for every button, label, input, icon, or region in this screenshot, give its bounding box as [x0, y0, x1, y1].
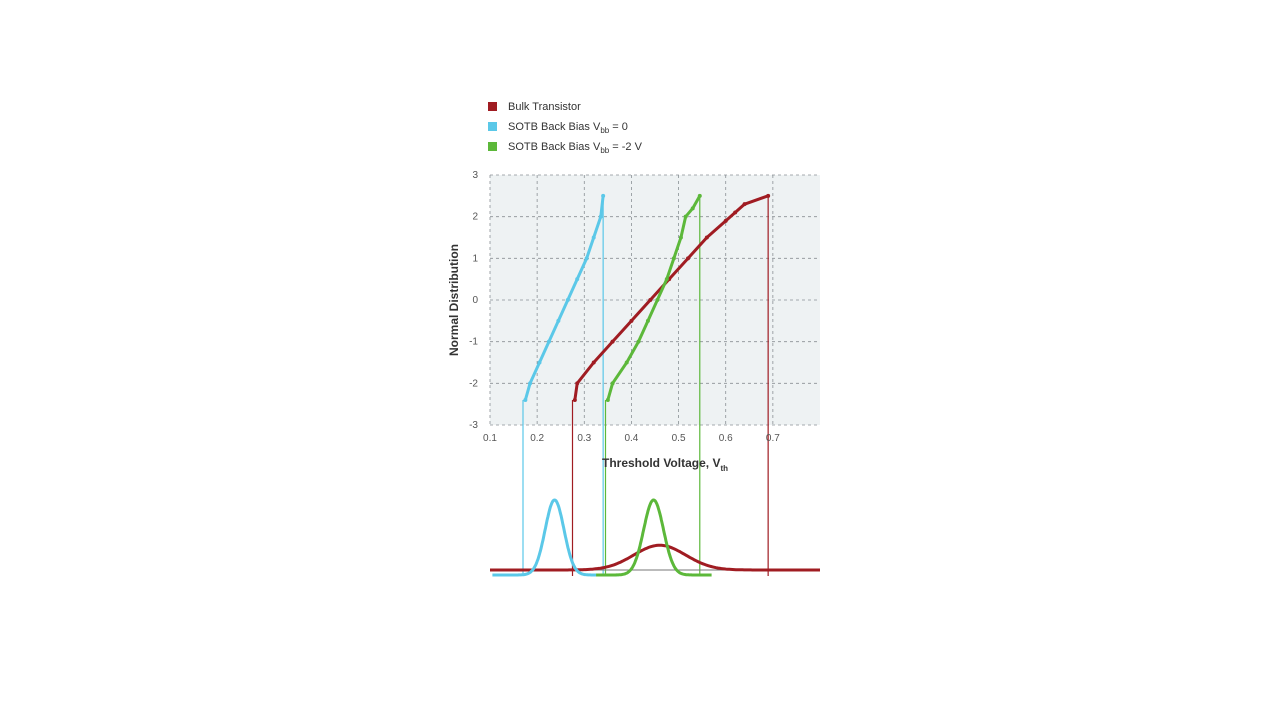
grid-lines: [489, 174, 820, 426]
x-tick-label: 0.2: [530, 433, 544, 444]
data-point: [575, 277, 580, 282]
data-point: [664, 277, 669, 282]
data-point: [591, 235, 596, 240]
y-tick-label: 3: [472, 170, 478, 181]
x-tick-label: 0.6: [719, 433, 733, 444]
data-point: [537, 360, 542, 365]
data-point: [655, 298, 660, 302]
data-point: [584, 256, 589, 261]
data-point: [624, 360, 629, 365]
data-point: [690, 206, 695, 211]
data-point: [683, 214, 688, 219]
data-point: [636, 339, 641, 344]
density-curves: [490, 498, 820, 577]
data-point: [648, 298, 653, 302]
x-axis-title-main: Threshold Voltage, V: [602, 456, 720, 470]
legend-swatch: [488, 102, 497, 111]
density-curve: [596, 498, 712, 577]
x-axis-title: Threshold Voltage, Vth: [602, 456, 728, 473]
data-point: [523, 398, 528, 402]
range-marker-lines: [522, 195, 769, 576]
data-point: [610, 339, 615, 344]
data-point: [528, 381, 533, 386]
x-axis-title-subscript: th: [720, 464, 728, 473]
data-point: [645, 318, 650, 323]
legend-swatch: [488, 122, 497, 131]
data-point: [572, 398, 577, 402]
y-tick-label: -1: [469, 337, 478, 348]
data-point: [605, 398, 610, 402]
data-point: [697, 193, 702, 198]
series-group: [523, 193, 606, 402]
data-point: [575, 381, 580, 386]
data-point: [556, 318, 561, 323]
data-point: [601, 193, 606, 198]
data-point: [704, 235, 709, 240]
data-point: [565, 298, 570, 302]
density-curve: [492, 498, 618, 577]
y-tick-label: 2: [472, 212, 478, 223]
series-group: [572, 193, 771, 402]
x-tick-label: 0.1: [483, 433, 497, 444]
y-axis-title: Normal Distribution: [447, 244, 461, 356]
data-point: [686, 256, 690, 261]
density-curve: [490, 543, 820, 572]
data-point: [591, 360, 596, 365]
data-point: [629, 318, 634, 323]
x-tick-label: 0.5: [672, 433, 686, 444]
series-group: [605, 193, 702, 402]
data-point: [546, 339, 551, 344]
series-layer: [523, 193, 771, 402]
y-axis-ticks: -3 -2 -1 0 1 2 3: [469, 170, 478, 431]
y-tick-label: -2: [469, 378, 478, 389]
y-tick-label: -3: [469, 420, 478, 431]
legend-swatch: [488, 142, 497, 151]
legend-entry: Bulk Transistor: [508, 101, 581, 113]
data-point: [598, 214, 603, 219]
data-point: [766, 193, 771, 198]
legend: Bulk Transistor SOTB Back Bias Vbb = 0 SOT…: [488, 101, 643, 155]
y-tick-label: 1: [472, 253, 478, 264]
y-tick-label: 0: [472, 295, 478, 306]
data-point: [678, 235, 683, 240]
x-tick-label: 0.3: [577, 433, 591, 444]
data-point: [733, 210, 738, 215]
data-point: [671, 256, 676, 261]
legend-entry: SOTB Back Bias Vbb = -2 V: [508, 141, 643, 155]
data-point: [742, 202, 747, 207]
x-tick-label: 0.4: [624, 433, 638, 444]
data-point: [723, 218, 728, 223]
x-axis-ticks: 0.1 0.2 0.3 0.4 0.5 0.6 0.7: [483, 433, 780, 444]
data-point: [610, 381, 615, 386]
legend-entry: SOTB Back Bias Vbb = 0: [508, 121, 628, 135]
x-tick-label: 0.7: [766, 433, 780, 444]
